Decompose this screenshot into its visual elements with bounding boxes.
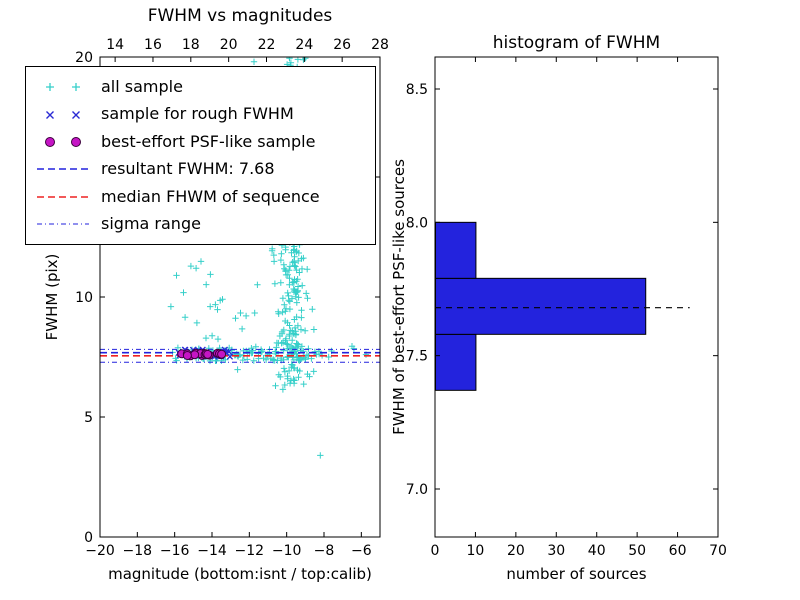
tick-label: 20 — [507, 543, 525, 559]
tick-label: 7.5 — [406, 349, 428, 365]
right-plot-ylabel: FWHM of best-effort PSF-like sources — [390, 159, 408, 435]
tick-label: 20 — [75, 50, 93, 66]
legend-item: median FHWM of sequence — [34, 186, 367, 206]
tick-label: 50 — [628, 543, 646, 559]
legend-label: all sample — [101, 77, 183, 96]
legend-marker-line — [37, 168, 89, 171]
tick-label: 10 — [467, 543, 485, 559]
histogram-bar — [435, 277, 647, 335]
tick-label: 0 — [84, 530, 93, 546]
legend-marker-circle — [45, 136, 81, 147]
legend-item: resultant FWHM: 7.68 — [34, 159, 367, 179]
tick-label: 60 — [669, 543, 687, 559]
tick-label: 26 — [333, 37, 351, 53]
legend-marker-plus — [46, 83, 80, 92]
tick-label: 7.0 — [406, 482, 428, 498]
tick-label: 5 — [84, 410, 93, 426]
legend-label: resultant FWHM: 7.68 — [101, 159, 275, 179]
legend-marker-line — [37, 195, 89, 198]
tick-label: 0 — [431, 543, 440, 559]
tick-label: 24 — [295, 37, 313, 53]
legend-item: sigma range — [34, 213, 367, 233]
tick-label: 8.5 — [406, 82, 428, 98]
right-axes-box — [434, 56, 719, 538]
right-plot-data — [435, 221, 690, 391]
histogram-bar — [435, 333, 477, 391]
left-plot-xlabel: magnitude (bottom:isnt / top:calib) — [108, 565, 372, 583]
tick-label: −10 — [272, 543, 302, 559]
legend-label: median FHWM of sequence — [101, 186, 320, 206]
legend-marker-cross — [46, 110, 80, 119]
right-plot-title: histogram of FWHM — [492, 33, 661, 53]
legend-marker-line — [37, 223, 89, 225]
legend-label: best-effort PSF-like sample — [101, 131, 316, 151]
tick-label: 20 — [220, 37, 238, 53]
legend-item: all sample — [34, 77, 367, 96]
right-plot-xlabel: number of sources — [506, 565, 647, 583]
tick-label: 8.0 — [406, 215, 428, 231]
tick-label: 30 — [547, 543, 565, 559]
tick-label: −20 — [85, 543, 115, 559]
legend-item: sample for rough FWHM — [34, 104, 367, 124]
legend-label: sample for rough FWHM — [101, 104, 294, 124]
tick-label: −6 — [351, 543, 372, 559]
left-plot-title: FWHM vs magnitudes — [147, 6, 333, 26]
tick-label: 14 — [106, 37, 124, 53]
legend: all sample sample for rough FWHM best-effo… — [25, 66, 376, 246]
tick-label: −16 — [160, 543, 190, 559]
tick-label: 22 — [258, 37, 276, 53]
legend-label: sigma range — [101, 213, 201, 233]
tick-label: 10 — [75, 290, 93, 306]
tick-label: −14 — [197, 543, 227, 559]
tick-label: 40 — [588, 543, 606, 559]
histogram-bar — [435, 221, 477, 279]
tick-label: −8 — [314, 543, 335, 559]
tick-label: 28 — [371, 37, 389, 53]
tick-label: −18 — [123, 543, 153, 559]
tick-label: 18 — [182, 37, 200, 53]
tick-label: 70 — [709, 543, 727, 559]
tick-label: −12 — [235, 543, 265, 559]
series-circle — [177, 348, 227, 361]
left-axes-ticks: −20 −18 −16 −14 −12 −10 −8 −6 14 16 18 20 22 24 26 28 0 5… — [75, 37, 389, 559]
right-axes-ticks: 0 10 20 30 40 50 60 70 7.0 7.5 8.0 8.5 — [406, 57, 727, 559]
legend-item: best-effort PSF-like sample — [34, 131, 367, 151]
tick-label: 16 — [144, 37, 162, 53]
